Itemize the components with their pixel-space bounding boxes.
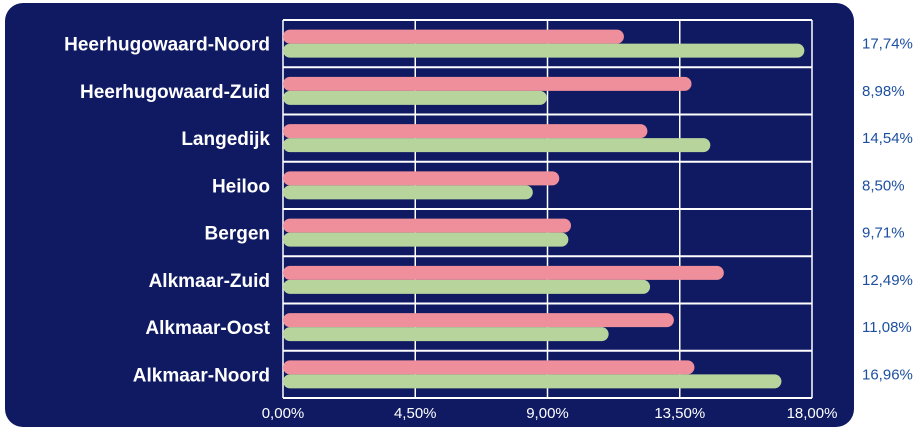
category-label: Heerhugowaard-Noord bbox=[64, 35, 270, 56]
value-label: 17,74% bbox=[862, 36, 913, 53]
bar-series-2 bbox=[283, 185, 533, 200]
bar-series-1 bbox=[283, 313, 674, 328]
value-label: 16,96% bbox=[862, 366, 913, 383]
value-label: 8,98% bbox=[862, 83, 905, 100]
bar-series-2 bbox=[283, 138, 711, 153]
bar-series-2 bbox=[283, 90, 547, 105]
bar-series-1 bbox=[283, 171, 560, 186]
category-label: Alkmaar-Oost bbox=[145, 318, 270, 339]
bars bbox=[283, 29, 805, 389]
category-label: Bergen bbox=[205, 224, 270, 245]
bar-series-2 bbox=[283, 279, 651, 294]
x-tick-label: 9,00% bbox=[526, 405, 569, 422]
bar-series-1 bbox=[283, 360, 695, 375]
x-tick-label: 4,50% bbox=[394, 405, 437, 422]
x-tick-labels: 0,00% 4,50% 9,00% 13,50% 18,00% bbox=[262, 405, 838, 422]
category-label: Heerhugowaard-Zuid bbox=[80, 82, 270, 103]
bar-series-2 bbox=[283, 43, 805, 58]
bar-series-2 bbox=[283, 327, 609, 342]
value-label: 8,50% bbox=[862, 177, 905, 194]
value-label: 14,54% bbox=[862, 130, 913, 147]
value-label: 9,71% bbox=[862, 225, 905, 242]
value-label: 11,08% bbox=[862, 319, 912, 336]
bar-series-2 bbox=[283, 374, 782, 389]
category-label: Heiloo bbox=[212, 176, 270, 197]
bar-series-1 bbox=[283, 265, 724, 280]
category-labels: Heerhugowaard-Noord Heerhugowaard-Zuid Lan… bbox=[64, 35, 271, 387]
category-label: Langedijk bbox=[181, 129, 270, 150]
category-label: Alkmaar-Noord bbox=[133, 365, 270, 386]
bar-series-1 bbox=[283, 124, 648, 139]
bar-series-1 bbox=[283, 29, 624, 44]
bar-series-1 bbox=[283, 218, 572, 233]
grid-lines bbox=[282, 19, 813, 399]
bar-series-1 bbox=[283, 76, 692, 91]
value-labels: 17,74% 8,98% 14,54% 8,50% 9,71% 12,49% 11,08% 1… bbox=[862, 36, 913, 384]
category-label: Alkmaar-Zuid bbox=[149, 271, 270, 292]
value-label: 12,49% bbox=[862, 272, 913, 289]
x-tick-label: 0,00% bbox=[262, 405, 305, 422]
x-tick-label: 18,00% bbox=[787, 405, 838, 422]
x-tick-label: 13,50% bbox=[654, 405, 705, 422]
bar-series-2 bbox=[283, 232, 569, 247]
